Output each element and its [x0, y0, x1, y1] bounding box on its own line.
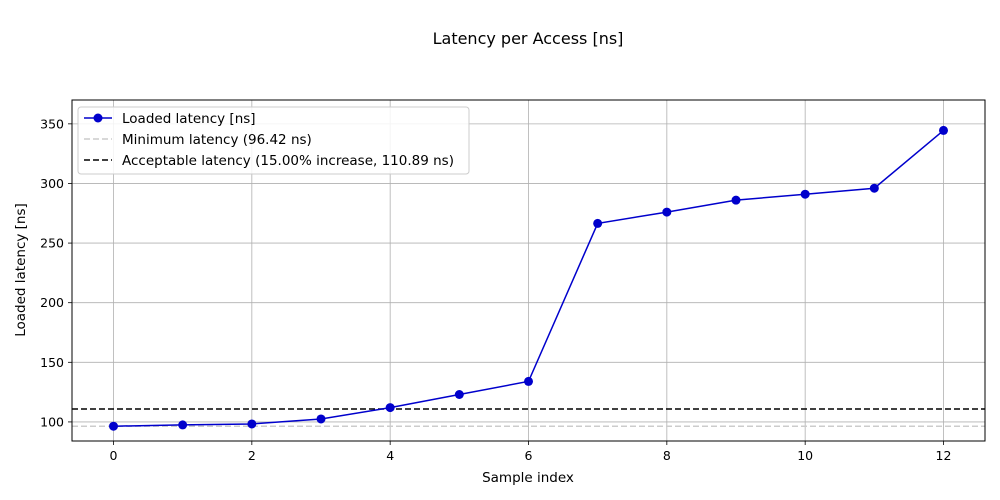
data-point	[524, 376, 533, 386]
y-tick-label: 150	[40, 355, 64, 370]
y-tick-label: 100	[40, 414, 64, 429]
data-point	[939, 125, 948, 135]
y-tick-label: 200	[40, 295, 64, 310]
data-point	[731, 195, 741, 205]
data-point	[454, 390, 464, 399]
y-tick-label: 250	[40, 236, 64, 251]
data-point	[178, 420, 188, 430]
x-tick-label: 6	[525, 448, 533, 463]
legend-label-3: Acceptable latency (15.00% increase, 110…	[122, 153, 454, 169]
legend-label-2: Minimum latency (96.42 ns)	[122, 132, 312, 148]
legend: Loaded latency [ns] Minimum latency (96.4…	[77, 106, 470, 175]
series-layer	[109, 125, 948, 431]
x-tick-label: 0	[110, 448, 118, 463]
data-point	[316, 414, 326, 424]
grid	[72, 100, 985, 441]
x-tick-label: 4	[386, 448, 394, 463]
data-point	[109, 421, 118, 431]
legend-marker-1	[93, 113, 103, 123]
y-tick-label: 300	[40, 176, 64, 191]
data-point	[800, 189, 810, 199]
x-tick-label: 10	[797, 448, 813, 463]
chart-title: Latency per Access [ns]	[433, 29, 624, 48]
x-tick-label: 8	[663, 448, 671, 463]
x-axis-ticks: 0 2 4 6 8 10 12	[110, 441, 952, 463]
legend-label-1: Loaded latency [ns]	[122, 111, 256, 127]
data-point	[247, 419, 257, 429]
x-axis-label: Sample index	[482, 470, 574, 486]
legend-box	[77, 106, 470, 175]
data-point	[385, 403, 395, 413]
y-tick-label: 350	[40, 116, 64, 131]
x-tick-label: 12	[936, 448, 952, 463]
data-point	[869, 183, 879, 193]
x-tick-label: 2	[248, 448, 256, 463]
data-point	[662, 207, 672, 217]
y-axis-label: Loaded latency [ns]	[13, 203, 29, 337]
y-axis-ticks: 100 150 200 250 300 350	[40, 116, 72, 429]
data-point	[593, 218, 603, 228]
reference-lines	[72, 408, 985, 427]
